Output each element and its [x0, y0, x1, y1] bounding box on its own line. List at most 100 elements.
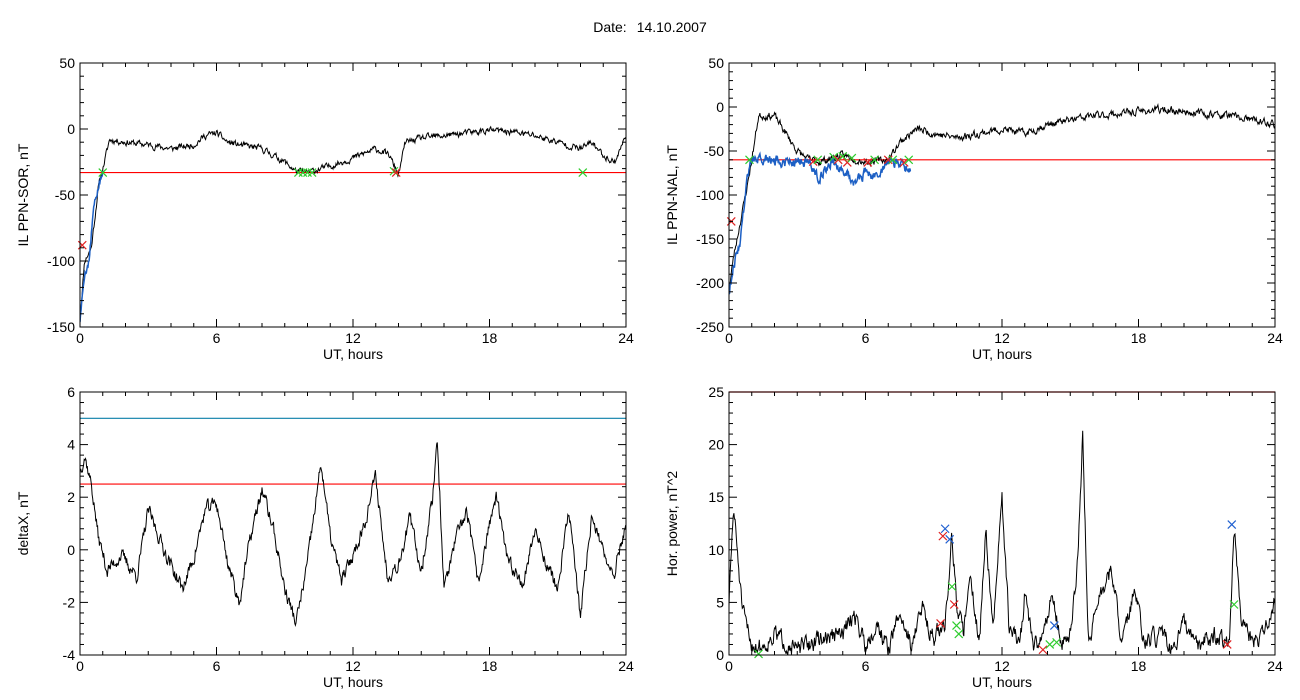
event-marker — [1229, 600, 1239, 609]
y-tick-label: 10 — [708, 542, 724, 558]
x-tick-label: 24 — [618, 658, 634, 674]
event-marker — [745, 155, 754, 165]
x-tick-label: 6 — [213, 658, 221, 674]
event-marker — [938, 531, 948, 541]
y-axis-label: Hor. power, nT^2 — [664, 471, 680, 577]
y-tick-label: 25 — [708, 384, 724, 400]
event-marker — [945, 534, 955, 544]
event-marker — [1052, 637, 1062, 647]
plot-frame — [728, 62, 1276, 328]
y-tick-label: 50 — [59, 55, 75, 71]
x-tick-label: 12 — [345, 330, 361, 346]
x-axis-label: UT, hours — [323, 674, 383, 690]
x-axis-label: UT, hours — [972, 674, 1032, 690]
event-marker — [947, 582, 957, 592]
x-tick-label: 24 — [618, 330, 634, 346]
y-tick-label: 4 — [67, 437, 75, 453]
event-marker — [754, 649, 763, 659]
x-tick-label: 24 — [1267, 658, 1283, 674]
x-tick-label: 18 — [482, 658, 498, 674]
plot-frame — [728, 391, 1276, 656]
x-axis-label: UT, hours — [972, 346, 1032, 362]
event-marker — [98, 168, 108, 177]
series-line — [729, 103, 1275, 294]
y-tick-label: 0 — [67, 542, 75, 558]
y-axis-label: IL PPN-SOR, nT — [15, 143, 31, 246]
x-tick-label: 0 — [725, 658, 733, 674]
event-marker — [904, 155, 914, 165]
series-line — [729, 151, 912, 295]
event-marker — [888, 155, 898, 165]
event-marker — [1049, 621, 1059, 630]
event-marker — [813, 155, 823, 165]
event-marker — [952, 621, 961, 630]
x-tick-label: 18 — [1131, 658, 1147, 674]
y-tick-label: -150 — [47, 319, 75, 335]
y-tick-label: 5 — [716, 594, 724, 610]
event-marker — [949, 600, 959, 609]
y-tick-label: -4 — [63, 647, 76, 663]
plot-frame — [79, 391, 627, 656]
event-marker — [899, 158, 909, 167]
y-tick-label: -250 — [696, 319, 724, 335]
x-tick-label: 12 — [345, 658, 361, 674]
date-label: Date: — [593, 19, 627, 35]
y-tick-label: 0 — [67, 121, 75, 137]
event-marker — [954, 629, 964, 639]
event-marker — [838, 151, 848, 161]
y-tick-label: 6 — [67, 384, 75, 400]
x-tick-label: 6 — [862, 658, 870, 674]
event-marker — [578, 168, 588, 177]
x-tick-label: 12 — [994, 658, 1010, 674]
event-marker — [940, 524, 950, 534]
event-marker — [870, 155, 880, 165]
y-tick-label: 50 — [708, 55, 724, 71]
x-tick-label: 18 — [482, 330, 498, 346]
x-tick-label: 24 — [1267, 330, 1283, 346]
x-tick-label: 0 — [76, 658, 84, 674]
series-line — [80, 442, 626, 627]
event-marker — [307, 168, 317, 177]
y-tick-label: 0 — [716, 647, 724, 663]
event-marker — [1227, 520, 1237, 529]
event-marker — [389, 166, 399, 176]
event-marker — [808, 157, 818, 166]
event-marker — [829, 152, 839, 162]
event-marker — [1038, 645, 1048, 655]
y-tick-label: 2 — [67, 489, 75, 505]
y-tick-label: 15 — [708, 489, 724, 505]
y-tick-label: -50 — [704, 143, 724, 159]
date-value: 14.10.2007 — [636, 19, 707, 35]
event-marker — [936, 619, 945, 628]
y-tick-label: 20 — [708, 437, 724, 453]
y-tick-label: -100 — [696, 187, 724, 203]
plot-sor: 0 6 12 18 24 -150 -100 -50 0 50 UT, hours IL PPN-SO… — [15, 55, 634, 362]
plot-power: 0 6 12 18 24 0 5 10 15 20 25 UT, hours Hor. power, n… — [664, 384, 1283, 690]
y-tick-label: -50 — [55, 187, 75, 203]
y-axis-label: deltaX, nT — [15, 491, 31, 555]
series-line — [80, 170, 104, 323]
y-tick-label: -2 — [63, 594, 76, 610]
plot-frame — [79, 62, 627, 328]
x-tick-label: 6 — [213, 330, 221, 346]
x-tick-label: 18 — [1131, 330, 1147, 346]
x-axis-label: UT, hours — [323, 346, 383, 362]
y-axis-label: IL PPN-NAL, nT — [664, 145, 680, 245]
event-marker — [847, 153, 857, 163]
event-marker — [863, 158, 873, 167]
event-marker — [391, 168, 401, 177]
y-tick-label: -100 — [47, 253, 75, 269]
plot-nal: 0 6 12 18 24 -250 -200 -150 -100 -50 0 50 UT, hours I… — [664, 55, 1283, 362]
chart-title: Date: 14.10.2007 — [0, 19, 1300, 35]
series-line — [729, 430, 1275, 655]
event-marker — [833, 155, 843, 165]
event-marker — [1222, 640, 1232, 649]
x-tick-label: 0 — [76, 330, 84, 346]
series-line — [80, 125, 626, 322]
y-tick-label: -200 — [696, 275, 724, 291]
event-marker — [1045, 640, 1055, 649]
x-tick-label: 0 — [725, 330, 733, 346]
x-tick-label: 6 — [862, 330, 870, 346]
